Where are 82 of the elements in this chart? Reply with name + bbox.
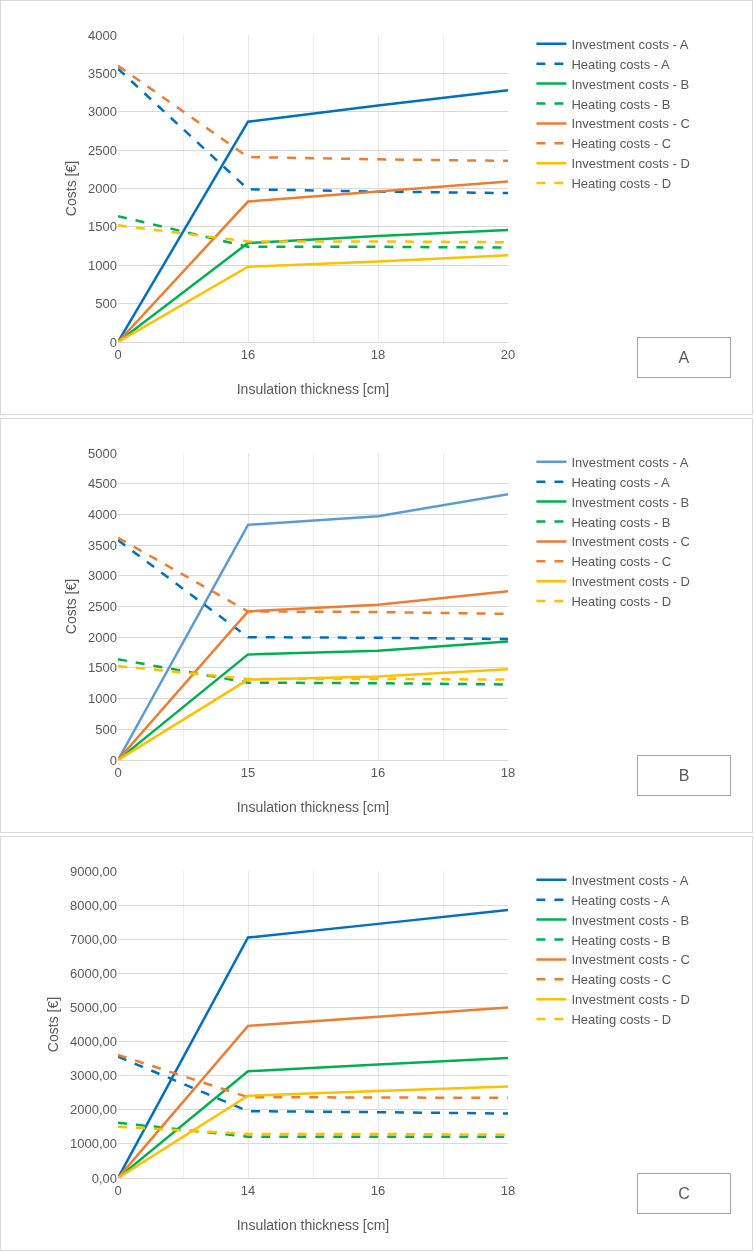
x-tick-label: 14 xyxy=(240,1182,256,1198)
y-axis-title: Costs [€] xyxy=(62,578,79,635)
y-tick-label: 1000 xyxy=(88,691,117,707)
legend-label: Investment costs - B xyxy=(571,912,690,928)
y-tick-label: 2000 xyxy=(88,629,117,645)
text: C xyxy=(678,1185,690,1202)
legend-label: Heating costs - A xyxy=(571,56,670,72)
legend-label: Heating costs - B xyxy=(571,514,671,530)
legend-label: Investment costs - D xyxy=(571,992,690,1008)
legend-label: Heating costs - A xyxy=(571,474,670,490)
line-series xyxy=(118,538,508,641)
legend-label: Investment costs - A xyxy=(571,454,689,470)
text: A xyxy=(678,349,690,366)
y-tick-label: 500 xyxy=(95,296,117,312)
y-tick-label: 3000,00 xyxy=(70,1068,117,1084)
line-series xyxy=(118,1053,508,1100)
y-tick-label: 3000 xyxy=(88,568,117,584)
y-tick-label: 8000,00 xyxy=(70,897,117,913)
legend-label: Heating costs - C xyxy=(571,972,672,988)
y-tick-label: 3500 xyxy=(88,65,117,81)
x-tick-label: 18 xyxy=(500,764,516,780)
legend-label: Heating costs - C xyxy=(571,136,672,152)
y-axis-title: Costs [€] xyxy=(62,160,79,217)
x-tick-label: 16 xyxy=(240,346,256,362)
y-tick-label: 5000,00 xyxy=(70,999,117,1015)
y-tick-label: 1000 xyxy=(88,257,117,273)
x-tick-label: 18 xyxy=(370,346,386,362)
line-series xyxy=(118,908,508,1178)
y-tick-label: 1500 xyxy=(88,660,117,676)
x-axis-title: Insulation thickness [cm] xyxy=(236,1217,390,1233)
legend-label: Investment costs - A xyxy=(571,36,689,52)
y-tick-label: 5000 xyxy=(88,445,117,461)
y-tick-label: 500 xyxy=(95,721,117,737)
legend-label: Heating costs - D xyxy=(571,1012,672,1028)
legend-label: Investment costs - D xyxy=(571,574,690,590)
legend-label: Heating costs - D xyxy=(571,176,672,192)
x-tick-label: 15 xyxy=(240,764,256,780)
legend-label: Investment costs - B xyxy=(571,494,690,510)
x-axis-title: Insulation thickness [cm] xyxy=(236,799,390,815)
line-series xyxy=(118,1085,508,1178)
y-tick-label: 4000 xyxy=(88,27,117,43)
y-tick-label: 2500 xyxy=(88,599,117,615)
legend-label: Investment costs - B xyxy=(571,76,690,92)
x-tick-label: 18 xyxy=(500,1182,516,1198)
line-series xyxy=(118,254,508,342)
legend-label: Heating costs - C xyxy=(571,554,672,570)
legend-label: Investment costs - C xyxy=(571,952,690,968)
x-axis-title: Insulation thickness [cm] xyxy=(236,381,390,397)
y-tick-label: 9000,00 xyxy=(70,863,117,879)
legend-label: Heating costs - B xyxy=(571,96,671,112)
y-tick-label: 7000,00 xyxy=(70,931,117,947)
y-tick-label: 6000,00 xyxy=(70,965,117,981)
legend-label: Heating costs - B xyxy=(571,932,671,948)
legend-label: Investment costs - C xyxy=(571,116,690,132)
x-tick-label: 20 xyxy=(500,346,516,362)
legend-label: Investment costs - D xyxy=(571,156,690,172)
legend-label: Heating costs - A xyxy=(571,892,670,908)
y-tick-label: 3000 xyxy=(88,104,117,120)
y-tick-label: 0 xyxy=(109,752,117,768)
y-tick-label: 3500 xyxy=(88,537,117,553)
legend-label: Investment costs - A xyxy=(571,872,689,888)
x-tick-label: 16 xyxy=(370,764,386,780)
legend-label: Investment costs - C xyxy=(571,534,690,550)
y-tick-label: 0,00 xyxy=(91,1170,117,1186)
y-tick-label: 2500 xyxy=(88,142,117,158)
y-axis-title: Costs [€] xyxy=(44,996,61,1053)
y-tick-label: 2000,00 xyxy=(70,1102,117,1118)
y-tick-label: 0 xyxy=(109,334,117,350)
line-series xyxy=(118,667,508,760)
line-series xyxy=(118,180,508,342)
y-tick-label: 1000,00 xyxy=(70,1136,117,1152)
line-series xyxy=(118,64,508,163)
y-tick-label: 4000,00 xyxy=(70,1034,117,1050)
y-tick-label: 2000 xyxy=(88,181,117,197)
y-tick-label: 4500 xyxy=(88,476,117,492)
y-tick-label: 4000 xyxy=(88,506,117,522)
line-series xyxy=(118,1006,508,1178)
legend-label: Heating costs - D xyxy=(571,594,672,610)
text: B xyxy=(678,767,690,784)
line-series xyxy=(118,492,508,760)
y-tick-label: 1500 xyxy=(88,219,117,235)
x-tick-label: 16 xyxy=(370,1182,386,1198)
